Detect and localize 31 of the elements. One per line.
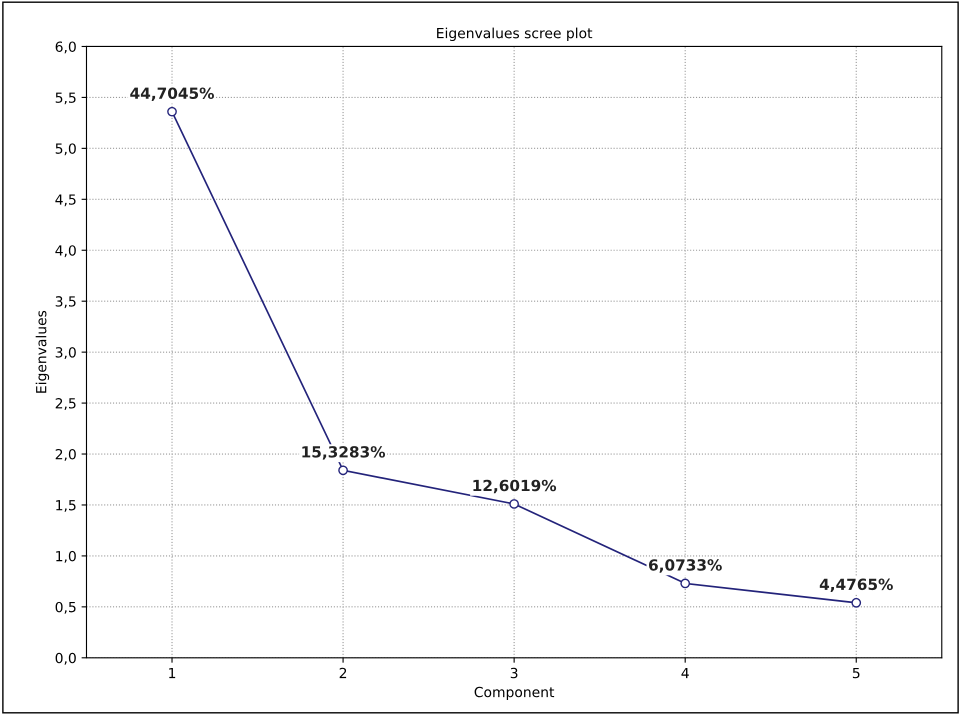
- annotation: 6,0733%: [649, 559, 722, 573]
- x-axis-title: Component: [474, 686, 554, 700]
- annotation: 44,7045%: [130, 87, 214, 101]
- y-tick-label: 5,5: [56, 92, 76, 104]
- x-tick-label: 4: [681, 668, 689, 678]
- y-tick-label: 2,0: [56, 448, 76, 461]
- x-tick-label: 3: [510, 668, 518, 678]
- y-tick-label: 4,5: [55, 194, 76, 206]
- y-tick-label: 1,5: [56, 500, 76, 512]
- x-tick-label: 2: [340, 668, 346, 678]
- y-tick-label: 3,0: [56, 347, 76, 360]
- x-tick-label: 5: [852, 668, 860, 678]
- annotation: 12,6019%: [473, 480, 556, 494]
- y-tick-label: 0,5: [56, 602, 76, 614]
- point: [338, 465, 348, 476]
- point: [167, 106, 177, 117]
- y-tick-label: 3,5: [56, 296, 76, 308]
- y-tick-label: 2,5: [56, 398, 76, 410]
- annotation: 4,4765%: [820, 578, 893, 592]
- y-tick-label: 0,0: [56, 652, 76, 665]
- annotation: 15,3283%: [302, 446, 386, 460]
- y-axis-title: Eigenvalues: [36, 310, 50, 393]
- chart-title: Eigenvalues scree plot: [437, 28, 592, 42]
- x-tick-label: 1: [169, 668, 176, 678]
- y-tick-label: 4,0: [55, 245, 76, 258]
- y-tick-label: 1,0: [56, 550, 76, 563]
- point: [851, 598, 862, 608]
- point: [680, 578, 690, 588]
- y-tick-label: 5,0: [56, 143, 76, 156]
- y-tick-label: 6,0: [56, 41, 76, 54]
- point: [509, 499, 519, 509]
